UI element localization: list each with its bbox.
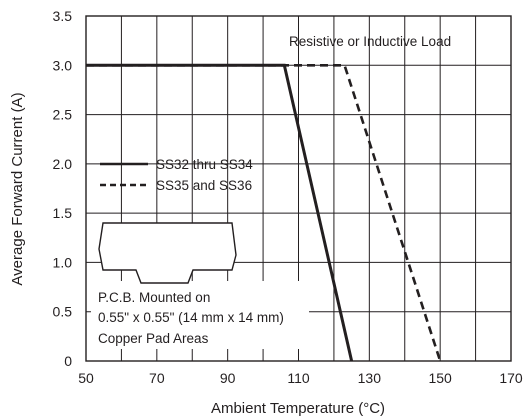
series [86, 63, 442, 362]
y-tick-label: 1.0 [53, 254, 73, 270]
x-axis-title: Ambient Temperature (°C) [211, 400, 385, 417]
x-tick-label: 110 [287, 370, 310, 386]
legend: SS32 thru SS34 SS35 and SS36 [100, 157, 253, 193]
copper-pad-outline-icon [98, 222, 237, 284]
note-line-1: P.C.B. Mounted on [98, 290, 210, 305]
y-tick-label: 1.5 [53, 205, 73, 221]
y-tick-label: 2.0 [53, 156, 73, 172]
grid [86, 16, 511, 361]
legend-label-ss32-ss34: SS32 thru SS34 [156, 157, 253, 172]
tick-labels: 50 70 90 110 130 150 170 0 0.5 1.0 1.5 2.0 2.5 3.0 3.5 [53, 8, 523, 386]
note-background [91, 281, 309, 349]
note-line-3: Copper Pad Areas [98, 331, 209, 346]
load-annotation: Resistive or Inductive Load [289, 34, 451, 49]
x-tick-label: 50 [78, 370, 94, 386]
plot-frame [85, 15, 512, 362]
x-tick-label: 150 [428, 370, 452, 386]
y-tick-label: 0 [64, 353, 72, 369]
x-tick-label: 170 [499, 370, 523, 386]
y-axis-title: Average Forward Current (A) [9, 92, 26, 285]
y-tick-label: 3.5 [53, 8, 73, 24]
x-tick-label: 90 [220, 370, 236, 386]
legend-label-ss35-ss36: SS35 and SS36 [156, 178, 252, 193]
note-line-2: 0.55" x 0.55" (14 mm x 14 mm) [98, 310, 284, 325]
x-tick-label: 130 [358, 370, 382, 386]
x-tick-label: 70 [149, 370, 165, 386]
y-tick-label: 2.5 [53, 107, 73, 123]
y-tick-label: 3.0 [53, 57, 73, 73]
y-tick-label: 0.5 [53, 304, 73, 320]
